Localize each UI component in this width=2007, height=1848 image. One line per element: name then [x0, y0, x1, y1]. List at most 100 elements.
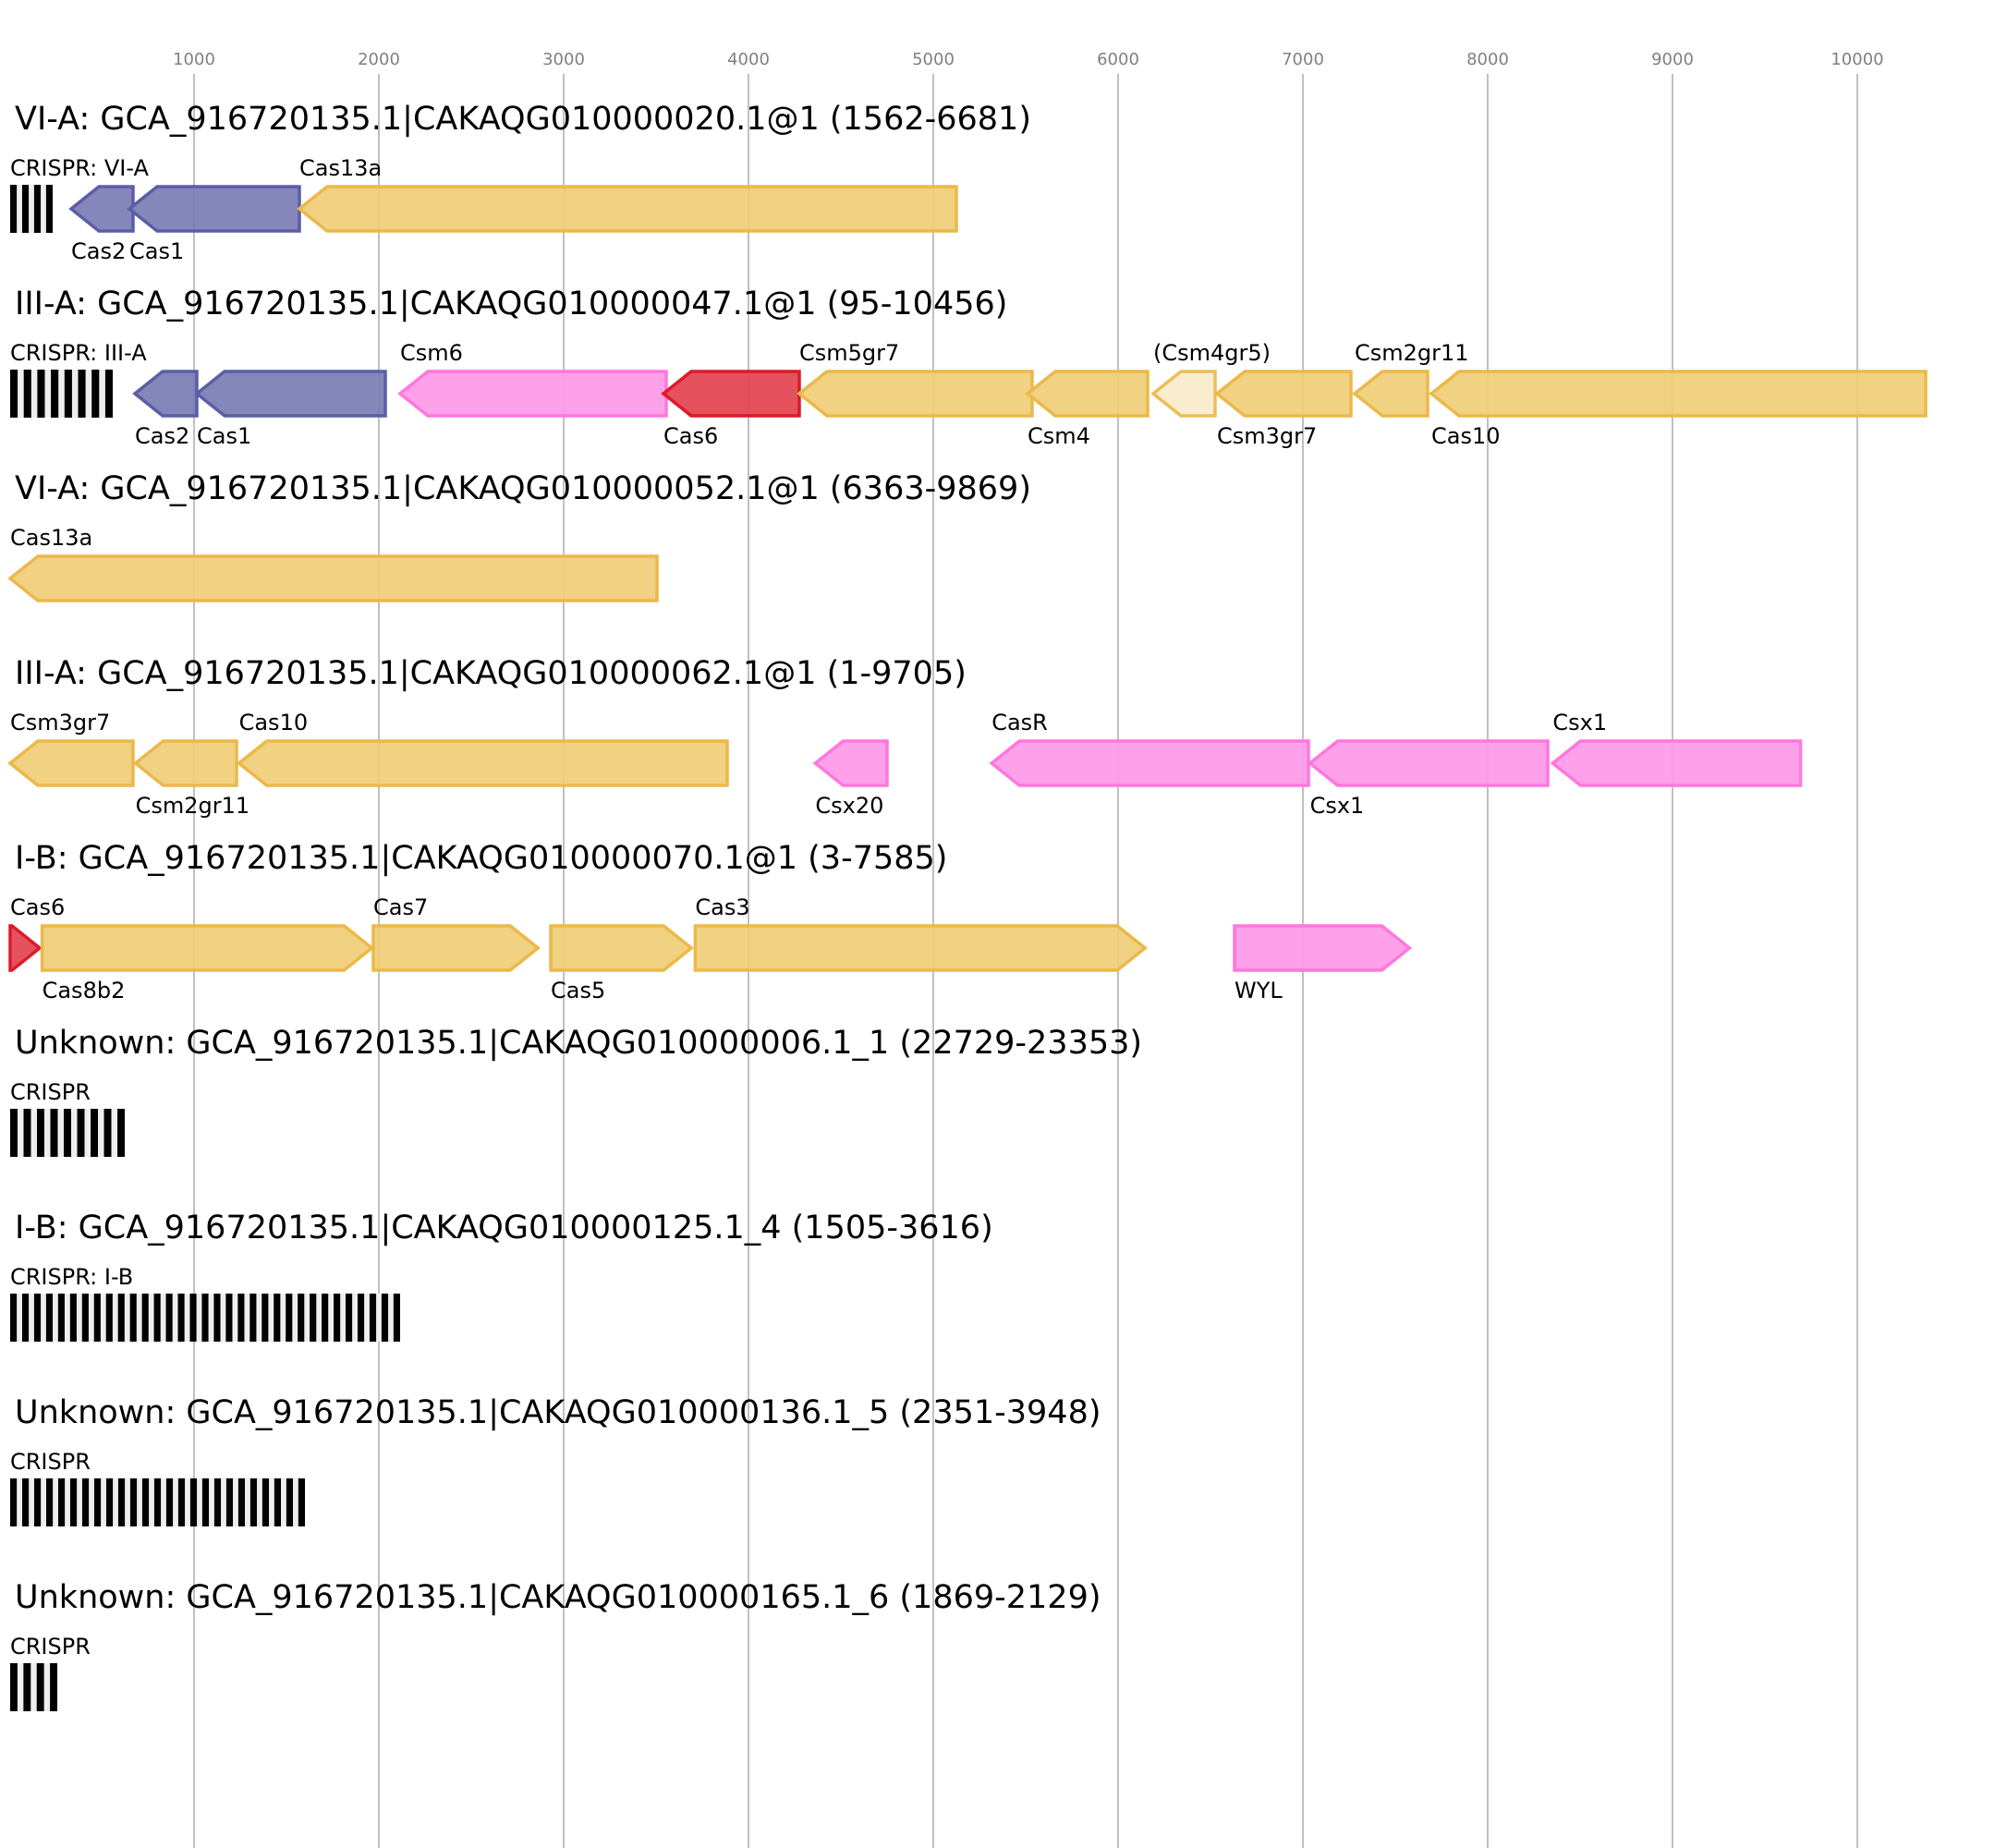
crispr-repeat — [117, 1294, 125, 1342]
track-title: III-A: GCA_916720135.1|CAKAQG010000062.1… — [15, 655, 967, 692]
crispr-repeat — [225, 1478, 234, 1526]
tick-label: 7000 — [1282, 50, 1324, 69]
track-title: VI-A: GCA_916720135.1|CAKAQG010000052.1@… — [15, 470, 1031, 507]
gene-cas2: Cas2 — [132, 370, 199, 449]
crispr-repeat — [69, 1478, 78, 1526]
crispr-repeat — [45, 185, 53, 233]
gene-label: Cas1 — [197, 423, 251, 449]
crispr-repeat — [129, 1478, 138, 1526]
gene-cas13a: Cas13a — [297, 155, 958, 233]
crispr-repeat — [104, 370, 113, 418]
gene-label: Csx1 — [1310, 793, 1365, 819]
gene-label: Cas2 — [135, 423, 189, 449]
crispr-repeat — [10, 185, 18, 233]
crispr-repeat — [346, 1294, 353, 1342]
crispr-repeat — [57, 1478, 66, 1526]
gene-csm2gr11: Csm2gr11 — [132, 739, 250, 819]
gene-casr: CasR — [989, 710, 1310, 787]
gene-label: Csx1 — [1552, 710, 1607, 736]
crispr-repeat — [237, 1294, 245, 1342]
crispr-repeat — [141, 1294, 149, 1342]
crispr-repeat — [334, 1294, 341, 1342]
gene-cas10: Cas10 — [236, 710, 729, 787]
gene-arrow — [371, 924, 541, 972]
track-title: I-B: GCA_916720135.1|CAKAQG010000070.1@1… — [15, 840, 947, 877]
crispr-array: CRISPR — [10, 1079, 125, 1157]
gene-csm4gr5: (Csm4gr5) — [1150, 340, 1271, 418]
crispr-repeat — [274, 1478, 282, 1526]
crispr-repeat — [93, 1478, 102, 1526]
crispr-repeat — [129, 1294, 137, 1342]
gene-arrow — [40, 924, 375, 972]
gene-cas3: Cas3 — [693, 894, 1149, 972]
crispr-repeat — [274, 1294, 281, 1342]
crispr-array: CRISPR: VI-A — [10, 155, 150, 233]
gene-label: Cas2 — [71, 238, 126, 264]
locus-track: III-A: GCA_916720135.1|CAKAQG010000062.1… — [7, 655, 1803, 819]
crispr-repeat — [50, 1663, 57, 1711]
gene-arrow — [236, 739, 729, 787]
crispr-repeat — [381, 1294, 389, 1342]
crispr-repeat — [177, 1294, 185, 1342]
gene-label: Cas6 — [663, 423, 718, 449]
crispr-repeat — [153, 1478, 162, 1526]
crispr-repeat — [10, 1663, 18, 1711]
gene-csm2gr11: Csm2gr11 — [1352, 340, 1469, 418]
crispr-repeat — [78, 370, 86, 418]
gene-arrow — [989, 739, 1310, 787]
gene-csm4: Csm4 — [1025, 370, 1149, 449]
gene-label: Csm2gr11 — [1355, 340, 1469, 366]
crispr-repeat — [21, 185, 30, 233]
gene-label: Cas13a — [299, 155, 382, 181]
gene-label: Csm2gr11 — [136, 793, 250, 819]
tick-label: 8000 — [1466, 50, 1509, 69]
gene-label: Cas8b2 — [43, 978, 126, 1003]
gene-csm6: Csm6 — [397, 340, 668, 418]
crispr-repeat — [91, 370, 100, 418]
gene-cas6: Cas6 — [8, 894, 65, 972]
gene-label: Cas10 — [239, 710, 309, 736]
crispr-repeat — [393, 1294, 400, 1342]
gene-arrow — [1352, 370, 1429, 418]
gene-cas1: Cas1 — [127, 185, 301, 264]
gene-arrow — [1307, 739, 1550, 787]
tick-label: 5000 — [912, 50, 955, 69]
tick-label: 2000 — [358, 50, 400, 69]
crispr-repeat — [249, 1478, 258, 1526]
crispr-label: CRISPR: VI-A — [10, 155, 150, 181]
crispr-repeat — [201, 1294, 209, 1342]
track-title: Unknown: GCA_916720135.1|CAKAQG010000006… — [15, 1025, 1142, 1062]
crispr-repeat — [33, 1294, 42, 1342]
crispr-array: CRISPR — [10, 1449, 305, 1526]
crispr-repeat — [81, 1478, 90, 1526]
gene-arrow — [8, 924, 43, 972]
gene-label: Csx20 — [815, 793, 883, 819]
crispr-repeat — [69, 1294, 77, 1342]
gene-arrow — [797, 370, 1034, 418]
gene-label: Cas6 — [10, 894, 65, 920]
crispr-repeat — [103, 1109, 112, 1157]
gene-label: Cas10 — [1431, 423, 1501, 449]
gene-arrow — [132, 739, 238, 787]
crispr-repeat — [23, 1663, 31, 1711]
tick-label: 9000 — [1651, 50, 1694, 69]
crispr-repeat — [37, 1109, 44, 1157]
crispr-label: CRISPR — [10, 1449, 91, 1475]
gene-arrow — [397, 370, 668, 418]
crispr-repeat — [37, 370, 45, 418]
crispr-repeat — [105, 1478, 114, 1526]
crispr-repeat — [141, 1478, 150, 1526]
crispr-repeat — [213, 1294, 221, 1342]
locus-track: VI-A: GCA_916720135.1|CAKAQG010000052.1@… — [7, 470, 1031, 602]
crispr-repeat — [298, 1478, 305, 1526]
locus-track: I-B: GCA_916720135.1|CAKAQG010000070.1@1… — [8, 840, 1413, 1003]
crispr-repeat — [117, 1109, 125, 1157]
crispr-repeat — [45, 1478, 54, 1526]
gene-arrow — [7, 739, 135, 787]
gene-csm3gr7: Csm3gr7 — [1214, 370, 1353, 449]
gene-label: Cas5 — [551, 978, 605, 1003]
crispr-repeat — [50, 1109, 58, 1157]
gene-csx1: Csx1 — [1307, 739, 1550, 819]
gene-label: Csm3gr7 — [10, 710, 110, 736]
